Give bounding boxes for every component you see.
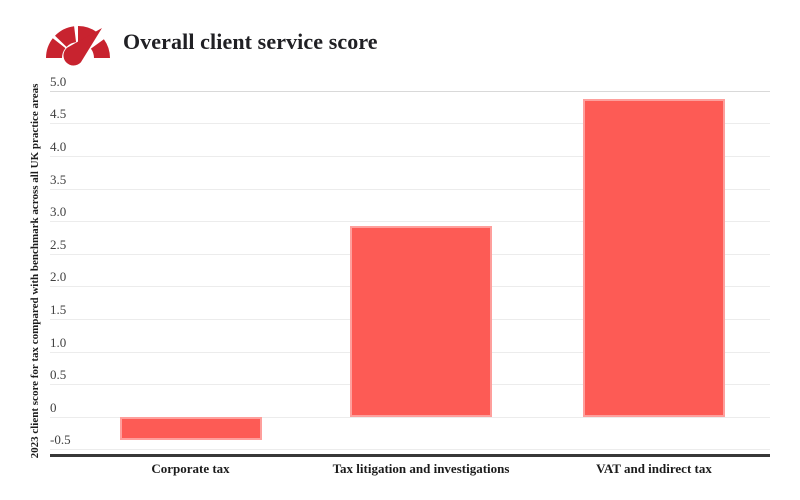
y-tick-label: 4.5 <box>50 106 67 121</box>
bar-tax-litigation-and-investigations[interactable] <box>350 226 492 417</box>
gridline <box>50 156 770 157</box>
y-tick-label: 4.0 <box>50 139 67 154</box>
y-tick-label: 5.0 <box>50 74 67 89</box>
gridline <box>50 221 770 222</box>
y-tick-label: 2.5 <box>50 237 67 252</box>
y-tick-label: 0 <box>50 400 57 415</box>
y-axis-label: 2023 client score for tax compared with … <box>29 83 41 459</box>
x-category-label: Corporate tax <box>151 461 230 476</box>
y-tick-label: 2.0 <box>50 269 67 284</box>
y-tick-label: -0.5 <box>50 432 71 447</box>
y-tick-label: 3.0 <box>50 204 67 219</box>
y-tick-label: 3.5 <box>50 172 67 187</box>
y-tick-label: 1.5 <box>50 302 67 317</box>
x-category-label: VAT and indirect tax <box>596 461 712 476</box>
bar-corporate-tax[interactable] <box>119 417 262 440</box>
x-category-label: Tax litigation and investigations <box>332 461 510 476</box>
y-tick-label: 0.5 <box>50 367 67 382</box>
gauge-icon <box>46 25 111 66</box>
gridline <box>50 417 770 418</box>
chart-title: Overall client service score <box>123 29 378 54</box>
gridline <box>50 189 770 190</box>
bar-vat-and-indirect-tax[interactable] <box>583 99 725 417</box>
y-tick-label: 1.0 <box>50 335 67 350</box>
gridline <box>50 123 770 124</box>
gridline <box>50 91 770 92</box>
chart-header: Overall client service score <box>0 0 800 70</box>
gridline <box>50 449 770 450</box>
x-axis-line <box>50 454 770 457</box>
